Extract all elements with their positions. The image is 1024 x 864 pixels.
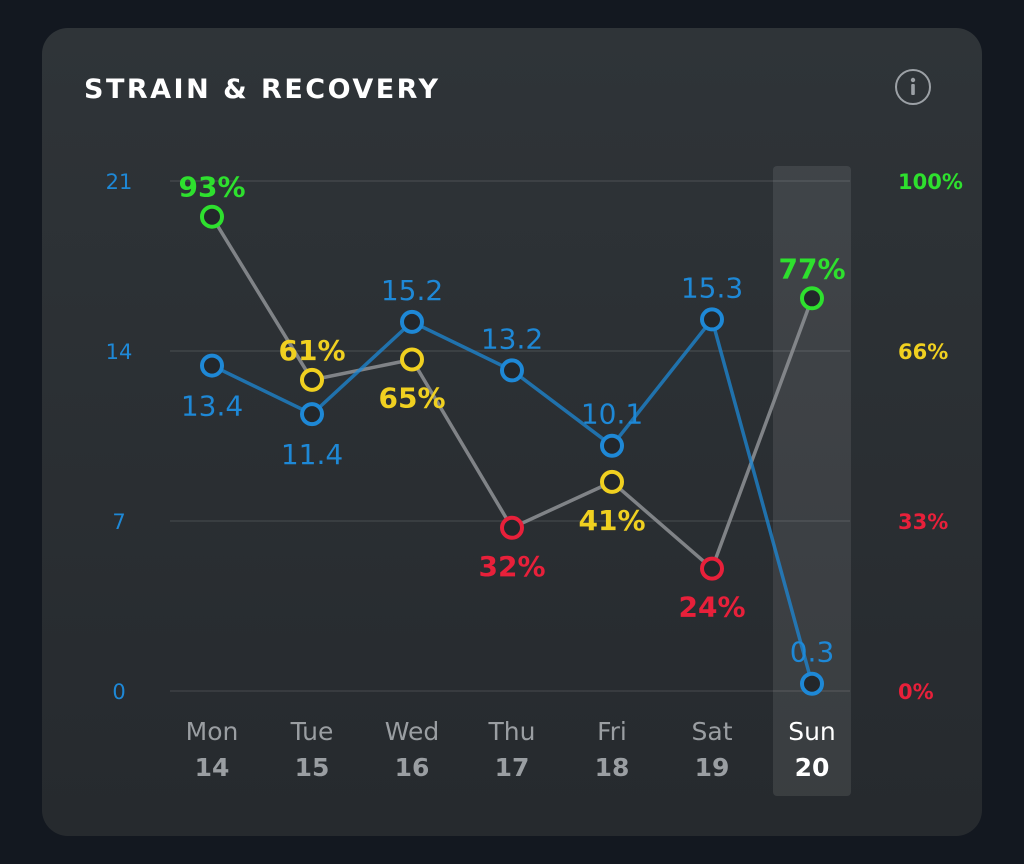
day-name-label: Sat xyxy=(692,717,733,746)
strain-data-label: 13.4 xyxy=(181,390,243,423)
left-axis-tick-label: 7 xyxy=(112,510,125,534)
day-name-label: Thu xyxy=(488,717,536,746)
day-column-tue[interactable]: Tue 15 xyxy=(290,717,334,782)
day-date-label: 19 xyxy=(695,753,730,782)
left-axis-tick-label: 21 xyxy=(106,170,133,194)
recovery-point[interactable] xyxy=(600,469,624,494)
strain-data-label: 11.4 xyxy=(281,438,343,471)
strain-point[interactable] xyxy=(600,433,624,458)
recovery-data-label: 41% xyxy=(578,504,645,537)
left-axis-tick-label: 0 xyxy=(112,680,125,704)
recovery-point[interactable] xyxy=(400,347,424,372)
recovery-point[interactable] xyxy=(200,204,224,229)
day-column-thu[interactable]: Thu 17 xyxy=(488,717,536,782)
day-date-label: 20 xyxy=(795,753,830,782)
day-date-label: 16 xyxy=(395,753,430,782)
recovery-point[interactable] xyxy=(700,556,724,581)
day-date-label: 15 xyxy=(295,753,330,782)
recovery-data-label: 24% xyxy=(678,591,745,624)
strain-recovery-chart: 0 7 14 21 0% 33% 66% 100% 93% 61% 65% 32% 41% 24% 77% 1… xyxy=(106,166,963,796)
right-axis-tick-label: 100% xyxy=(898,170,963,194)
recovery-point[interactable] xyxy=(300,367,324,392)
day-column-wed[interactable]: Wed 16 xyxy=(385,717,440,782)
day-date-label: 17 xyxy=(495,753,530,782)
recovery-data-label: 61% xyxy=(278,334,345,367)
info-icon xyxy=(910,77,916,95)
info-button[interactable] xyxy=(895,69,931,105)
left-axis-tick-label: 14 xyxy=(106,340,133,364)
right-axis-tick-label: 66% xyxy=(898,340,948,364)
card-title: STRAIN & RECOVERY xyxy=(84,74,441,105)
day-column-mon[interactable]: Mon 14 xyxy=(186,717,239,782)
strain-recovery-card: STRAIN & RECOVERY 0 7 14 21 0% 33% 66% 100% 93% 6… xyxy=(42,28,982,836)
day-name-label: Sun xyxy=(788,717,836,746)
strain-data-label: 15.2 xyxy=(381,274,443,307)
strain-data-label: 15.3 xyxy=(681,271,743,304)
strain-point[interactable] xyxy=(400,309,424,334)
strain-point[interactable] xyxy=(800,671,824,696)
strain-data-label: 0.3 xyxy=(790,636,835,669)
strain-data-label: 13.2 xyxy=(481,322,543,355)
right-axis-tick-label: 0% xyxy=(898,680,934,704)
day-column-fri[interactable]: Fri 18 xyxy=(595,717,630,782)
day-name-label: Tue xyxy=(290,717,334,746)
recovery-point[interactable] xyxy=(500,515,524,540)
strain-point[interactable] xyxy=(300,402,324,427)
recovery-data-label: 77% xyxy=(778,252,845,285)
recovery-data-label: 93% xyxy=(178,171,245,204)
day-date-label: 18 xyxy=(595,753,630,782)
right-axis-tick-label: 33% xyxy=(898,510,948,534)
recovery-data-label: 65% xyxy=(378,382,445,415)
day-name-label: Wed xyxy=(385,717,440,746)
strain-point[interactable] xyxy=(700,307,724,332)
strain-data-label: 10.1 xyxy=(581,398,643,431)
recovery-data-label: 32% xyxy=(478,550,545,583)
day-column-sun[interactable]: Sun 20 xyxy=(788,717,836,782)
strain-point[interactable] xyxy=(200,353,224,378)
strain-point[interactable] xyxy=(500,358,524,383)
selected-day-highlight xyxy=(773,166,851,796)
day-date-label: 14 xyxy=(195,753,230,782)
recovery-point[interactable] xyxy=(800,286,824,311)
day-name-label: Fri xyxy=(597,717,627,746)
day-name-label: Mon xyxy=(186,717,239,746)
day-column-sat[interactable]: Sat 19 xyxy=(692,717,733,782)
